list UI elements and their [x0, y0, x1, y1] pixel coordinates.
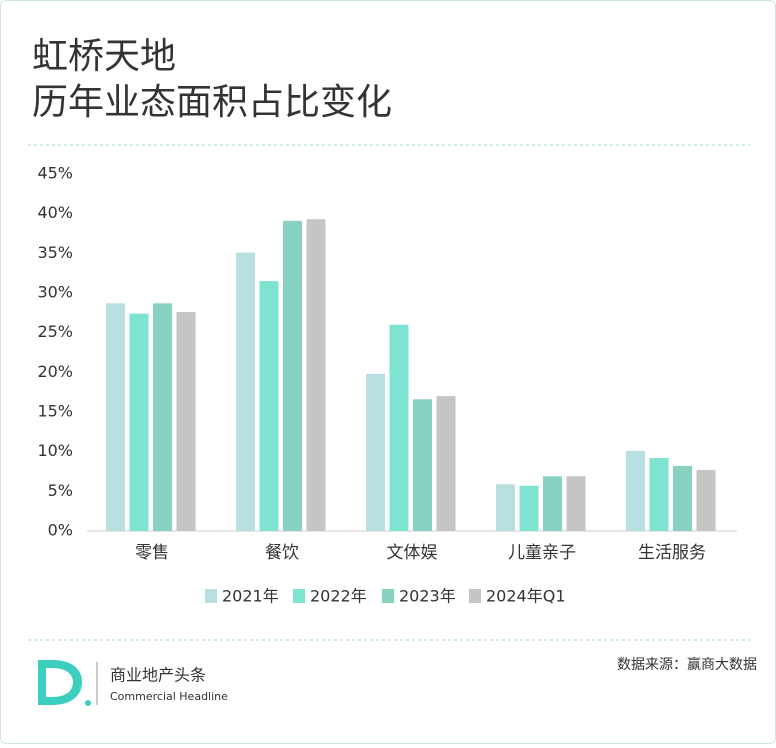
y-tick-label: 5% — [48, 481, 73, 500]
bar — [626, 450, 645, 531]
legend-label: 2021年 — [222, 587, 279, 606]
legend-label: 2022年 — [310, 587, 367, 606]
bar — [259, 281, 279, 531]
bar — [696, 469, 716, 531]
bar — [389, 324, 409, 531]
chart-subtitle: 历年业态面积占比变化 — [32, 82, 392, 123]
bar — [566, 476, 586, 531]
bar — [153, 303, 172, 531]
bar — [366, 373, 385, 531]
bar — [496, 484, 515, 531]
source: 数据来源：赢商大数据 — [617, 656, 757, 673]
legend-swatch — [205, 589, 217, 603]
logo-mark — [38, 660, 82, 705]
legend-swatch — [469, 589, 481, 603]
y-tick-label: 45% — [37, 164, 73, 183]
legend-label: 2023年 — [399, 587, 456, 606]
y-tick-label: 15% — [37, 402, 73, 421]
chart-title: 虹桥天地 — [32, 36, 176, 77]
x-tick-label: 零售 — [135, 543, 169, 563]
bar — [413, 399, 432, 531]
logo-dot — [85, 700, 91, 706]
legend-label: 2024年Q1 — [486, 587, 566, 606]
bar — [306, 219, 326, 531]
bar — [106, 303, 125, 531]
x-tick-label: 文体娱 — [387, 543, 438, 563]
y-tick-label: 20% — [37, 362, 73, 381]
bar — [176, 312, 196, 531]
bar — [283, 220, 302, 531]
bar — [649, 458, 669, 531]
brand-tagline: Commercial Headline — [110, 690, 228, 703]
y-tick-label: 35% — [37, 243, 73, 262]
bar — [673, 465, 692, 531]
bar — [543, 476, 562, 531]
bar — [236, 252, 255, 532]
y-tick-label: 10% — [37, 441, 73, 460]
x-tick-label: 儿童亲子 — [508, 543, 576, 563]
brand-name: 商业地产头条 — [110, 666, 206, 685]
bar — [436, 396, 456, 531]
bar — [519, 485, 539, 531]
y-tick-label: 40% — [37, 203, 73, 222]
logo — [38, 660, 91, 706]
y-tick-label: 30% — [37, 283, 73, 302]
x-tick-label: 生活服务 — [638, 543, 706, 563]
legend-swatch — [382, 589, 394, 603]
bar — [129, 313, 149, 531]
legend-swatch — [293, 589, 305, 603]
y-tick-label: 25% — [37, 322, 73, 341]
y-tick-label: 0% — [48, 521, 73, 540]
x-tick-label: 餐饮 — [265, 543, 299, 563]
